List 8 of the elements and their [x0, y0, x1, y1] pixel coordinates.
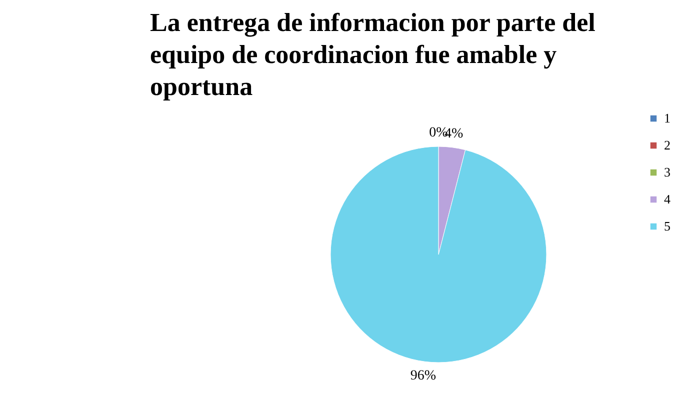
- legend-label: 3: [664, 164, 670, 180]
- legend-label: 5: [664, 218, 670, 234]
- legend-label: 2: [664, 138, 670, 152]
- chart-title: La entrega de informacion por parte del equipo de coordinacion fue amable y oportuna: [150, 8, 596, 101]
- legend-label: 4: [664, 192, 671, 206]
- pie-slice: [330, 146, 547, 363]
- legend-label: 1: [664, 110, 670, 126]
- data-label: 96%: [410, 368, 436, 384]
